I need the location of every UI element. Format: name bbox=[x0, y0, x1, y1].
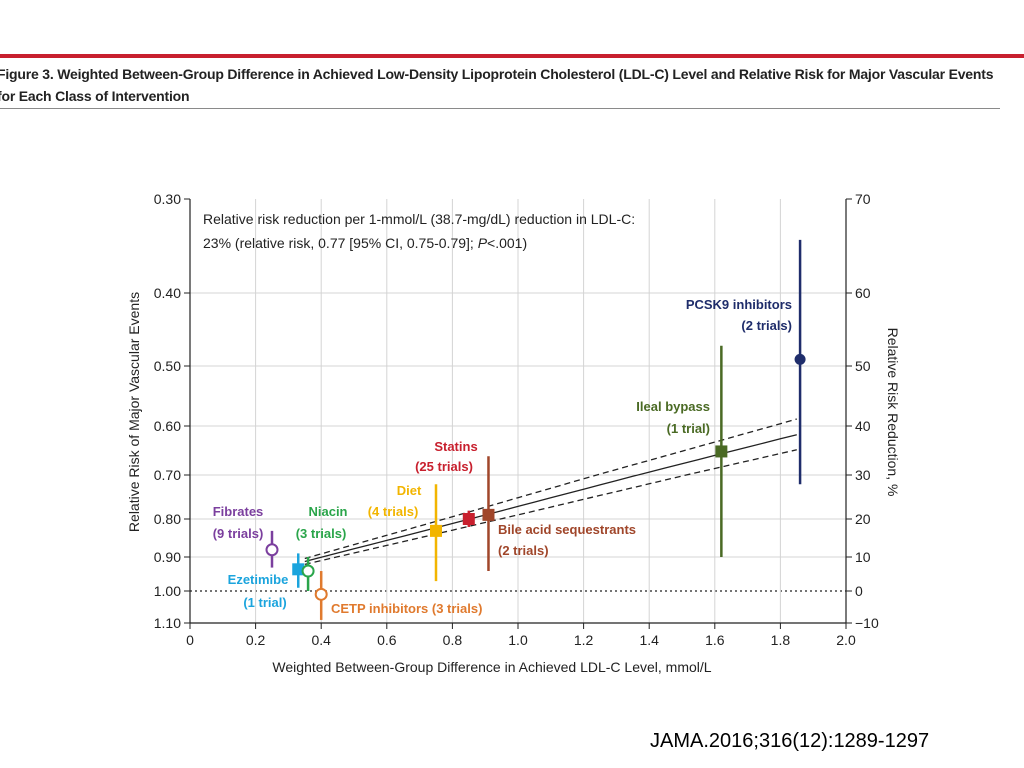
y2-tick-label: 50 bbox=[855, 358, 871, 374]
point-marker-square bbox=[482, 508, 495, 521]
y2-tick-label: −10 bbox=[855, 615, 879, 631]
annotation-line-2: 23% (relative risk, 0.77 [95% CI, 0.75-0… bbox=[203, 235, 527, 251]
y2-axis-label: Relative Risk Reduction, % bbox=[885, 328, 901, 497]
y-tick-label: 0.60 bbox=[154, 418, 181, 434]
point-label-name: PCSK9 inhibitors bbox=[686, 297, 792, 312]
regression-ci-upper bbox=[304, 449, 797, 566]
point-marker-filled-circle bbox=[794, 353, 806, 365]
y-axis-label: Relative Risk of Major Vascular Events bbox=[126, 292, 142, 532]
x-tick-label: 1.6 bbox=[705, 632, 725, 648]
caption-divider bbox=[0, 108, 1000, 109]
point-label-name: Bile acid sequestrants bbox=[498, 522, 636, 537]
point-label-trials: (4 trials) bbox=[368, 504, 419, 519]
point-labels: Fibrates (9 trials) Ezetimibe (1 trial) Niac… bbox=[213, 297, 792, 616]
point-label-name: Statins bbox=[434, 439, 477, 454]
x-tick-label: 1.2 bbox=[574, 632, 594, 648]
y2-tick-label: 60 bbox=[855, 285, 871, 301]
point-label-trials: (9 trials) bbox=[213, 526, 264, 541]
x-tick-label: 0.2 bbox=[246, 632, 266, 648]
point-label-trials: (1 trial) bbox=[243, 595, 286, 610]
header-red-rule bbox=[0, 54, 1024, 58]
x-tick-label: 0.6 bbox=[377, 632, 397, 648]
y-tick-label: 0.50 bbox=[154, 358, 181, 374]
point-marker-square bbox=[430, 524, 442, 537]
y2-tick-label: 10 bbox=[855, 549, 871, 565]
citation: JAMA.2016;316(12):1289-1297 bbox=[650, 730, 930, 752]
point-label-trials: (2 trials) bbox=[498, 543, 549, 558]
point-label-name: Diet bbox=[397, 483, 422, 498]
y2-tick-label: 0 bbox=[855, 583, 863, 599]
point-marker-open-circle bbox=[265, 543, 279, 557]
y-tick-label: 1.00 bbox=[154, 583, 181, 599]
y-tick-label: 0.70 bbox=[154, 467, 181, 483]
y2-tick-label: 30 bbox=[855, 467, 871, 483]
axes bbox=[184, 198, 852, 629]
point-label-trials: (3 trials) bbox=[296, 526, 347, 541]
point-label-trials: (2 trials) bbox=[741, 318, 792, 333]
point-marker-square bbox=[462, 513, 475, 525]
point-label-name: Ileal bypass bbox=[636, 399, 710, 414]
regression-line bbox=[304, 434, 797, 563]
data-points bbox=[265, 239, 806, 620]
x-tick-label: 1.8 bbox=[771, 632, 791, 648]
y-tick-label: 0.90 bbox=[154, 549, 181, 565]
point-label-name: Ezetimibe bbox=[228, 572, 289, 587]
grid-lines bbox=[190, 199, 846, 623]
regression-lines bbox=[304, 418, 797, 566]
point-label-name: CETP inhibitors (3 trials) bbox=[331, 601, 482, 616]
x-tick-label: 2.0 bbox=[836, 632, 856, 648]
tick-labels: 0.30 700.40 600.50 500.60 400.70 300.80 200.90… bbox=[154, 191, 879, 648]
annotation-line-1: Relative risk reduction per 1-mmol/L (38… bbox=[203, 211, 635, 227]
figure-caption: Figure 3. Weighted Between-Group Differe… bbox=[0, 66, 994, 104]
y-tick-label: 0.80 bbox=[154, 511, 181, 527]
y-tick-label: 0.30 bbox=[154, 191, 181, 207]
regression-ci-lower bbox=[304, 418, 797, 560]
x-axis-label: Weighted Between-Group Difference in Ach… bbox=[272, 659, 711, 675]
point-label-trials: (1 trial) bbox=[667, 421, 710, 436]
y2-tick-label: 40 bbox=[855, 418, 871, 434]
x-tick-label: 0.4 bbox=[311, 632, 331, 648]
point-label-name: Niacin bbox=[308, 504, 347, 519]
x-tick-label: 1.4 bbox=[639, 632, 659, 648]
x-tick-label: 1.0 bbox=[508, 632, 528, 648]
y-tick-label: 1.10 bbox=[154, 615, 181, 631]
x-tick-label: 0 bbox=[186, 632, 194, 648]
point-label-trials: (25 trials) bbox=[415, 459, 473, 474]
y2-tick-label: 70 bbox=[855, 191, 871, 207]
point-marker-square bbox=[292, 563, 305, 576]
point-marker-open-circle bbox=[301, 564, 315, 578]
point-marker-open-circle bbox=[314, 587, 328, 601]
point-label-name: Fibrates bbox=[213, 504, 264, 519]
y2-tick-label: 20 bbox=[855, 511, 871, 527]
y-tick-label: 0.40 bbox=[154, 285, 181, 301]
x-tick-label: 0.8 bbox=[443, 632, 463, 648]
point-marker-square bbox=[715, 445, 728, 458]
